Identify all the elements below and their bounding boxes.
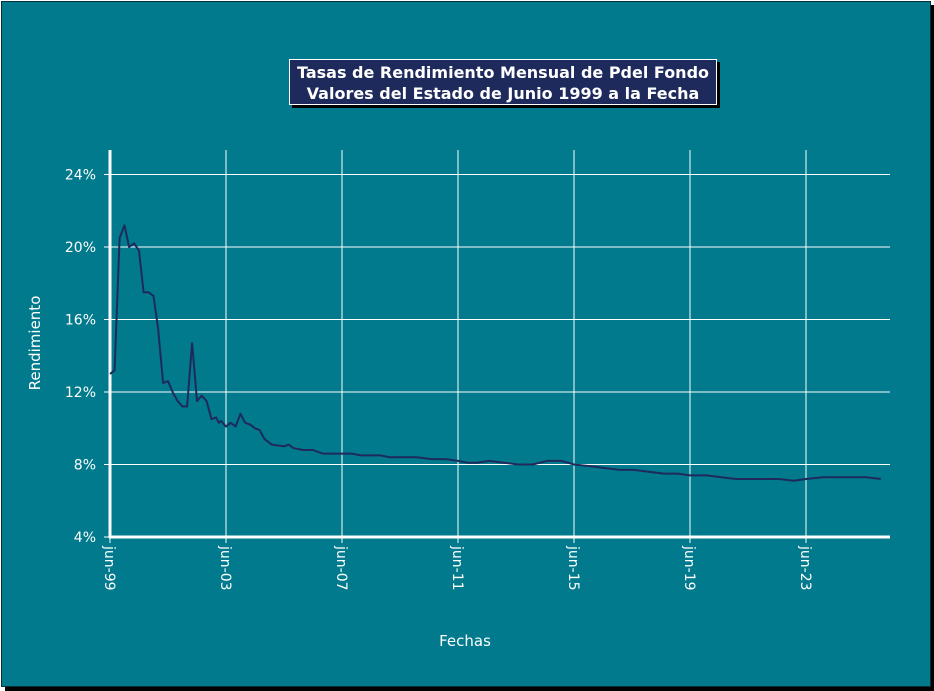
x-tick-label: jun-99	[101, 545, 117, 591]
chart-title-line-2: Valores del Estado de Junio 1999 a la Fe…	[306, 84, 700, 103]
label-layer: 4% 8% 12% 16% 20% 24% jun-99 jun-03 jun-07 jun-11…	[65, 168, 813, 591]
x-tick-label: jun-11	[449, 545, 465, 591]
y-tick-label: 4%	[74, 530, 96, 546]
y-tick-label: 16%	[65, 313, 96, 329]
chart-title-box: Tasas de Rendimiento Mensual de Pdel Fon…	[289, 59, 717, 105]
axis-layer	[104, 150, 890, 543]
y-tick-label: 24%	[65, 168, 96, 184]
x-tick-label: jun-19	[681, 545, 697, 591]
x-tick-label: jun-03	[217, 545, 233, 591]
y-axis-title: Rendimiento	[26, 296, 44, 391]
y-tick-label: 12%	[65, 385, 96, 401]
y-tick-label: 20%	[65, 240, 96, 256]
x-tick-label: jun-07	[333, 545, 349, 591]
y-tick-label: 8%	[74, 458, 96, 474]
x-axis-title: Fechas	[439, 632, 491, 650]
x-tick-label: jun-23	[797, 545, 813, 591]
series-line	[109, 224, 881, 482]
x-tick-label: jun-15	[565, 545, 581, 591]
series-layer	[109, 224, 881, 482]
chart-title-line-1: Tasas de Rendimiento Mensual de Pdel Fon…	[296, 63, 710, 82]
